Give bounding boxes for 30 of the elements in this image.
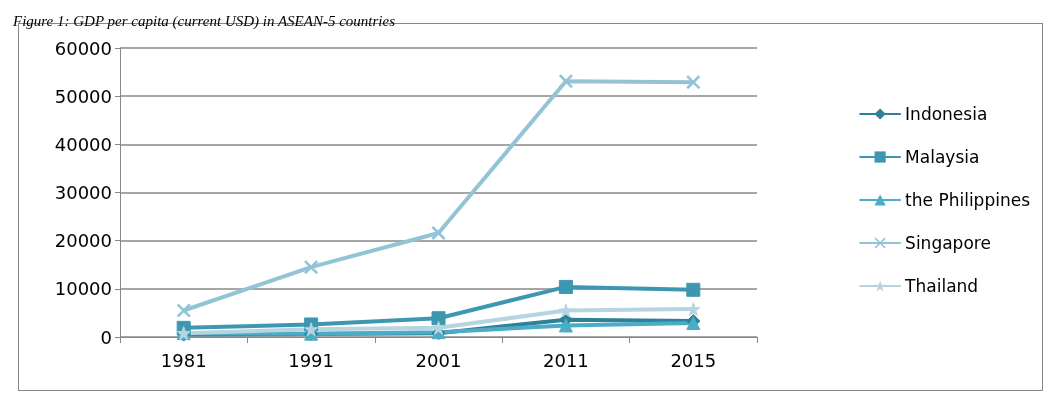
legend-label: Malaysia xyxy=(905,147,980,167)
x-tick-label: 1981 xyxy=(160,349,207,371)
point xyxy=(558,279,573,294)
x-tick-label: 2001 xyxy=(415,349,462,371)
legend-label: Singapore xyxy=(905,233,991,253)
x-tick-label: 2011 xyxy=(542,349,589,371)
legend-label: Indonesia xyxy=(905,104,988,124)
chart-title: Figure 1: GDP per capita (current USD) in ASEAN-5 countries xyxy=(12,12,396,30)
y-tick-label: 40000 xyxy=(54,133,112,155)
y-tick-label: 0 xyxy=(100,326,112,348)
legend-label: Thailand xyxy=(904,276,979,296)
point xyxy=(686,282,701,297)
y-tick-label: 30000 xyxy=(54,182,112,203)
point xyxy=(431,225,446,240)
point xyxy=(686,75,701,90)
y-tick-label: 20000 xyxy=(54,230,112,252)
point xyxy=(431,311,446,326)
point xyxy=(558,303,573,318)
point xyxy=(558,318,573,333)
point xyxy=(304,322,319,337)
legend-label: the Philippines xyxy=(905,190,1031,210)
point xyxy=(176,303,191,318)
y-tick-label: 60000 xyxy=(54,37,112,59)
point xyxy=(304,260,319,275)
point xyxy=(558,74,573,89)
x-tick-label: 2015 xyxy=(670,349,717,371)
y-tick-label: 10000 xyxy=(54,278,112,300)
x-tick-label: 1991 xyxy=(288,349,335,371)
y-tick-label: 50000 xyxy=(54,85,112,107)
point xyxy=(686,302,701,317)
